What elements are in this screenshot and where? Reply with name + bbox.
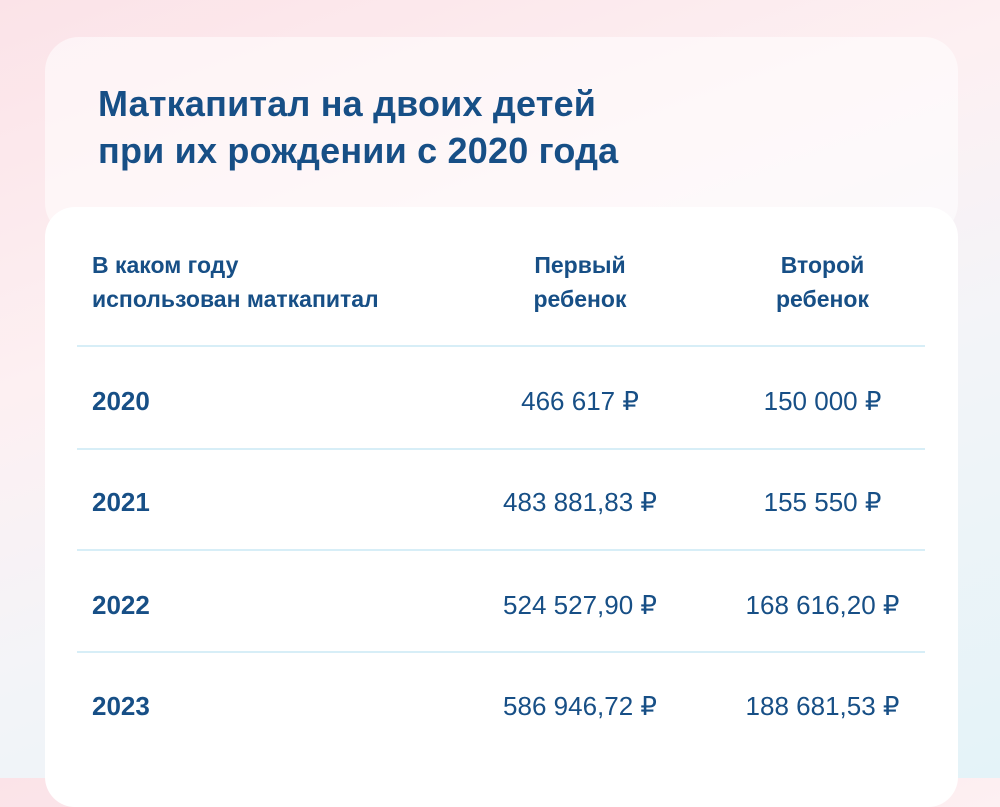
cell-first-child-amount: 483 881,83 ₽ bbox=[503, 487, 657, 517]
cell-first-child-amount: 466 617 ₽ bbox=[521, 386, 639, 416]
column-header-second-child: Второй ребенок bbox=[740, 248, 905, 316]
cell-second-child-amount: 150 000 ₽ bbox=[763, 386, 882, 416]
title-line-2: при их рождении с 2020 года bbox=[98, 130, 619, 171]
cell-year: 2022 bbox=[92, 590, 150, 620]
cell-second-child-amount: 188 681,53 ₽ bbox=[745, 691, 900, 721]
table-row: 2021 483 881,83 ₽ 155 550 ₽ bbox=[0, 482, 1000, 522]
table-row: 2023 586 946,72 ₽ 188 681,53 ₽ bbox=[0, 686, 1000, 726]
page-title: Маткапитал на двоих детей при их рождени… bbox=[98, 80, 618, 174]
column-header-first-line-1: Первый bbox=[534, 252, 626, 278]
cell-first-child-amount: 586 946,72 ₽ bbox=[503, 691, 657, 721]
cell-year: 2021 bbox=[92, 487, 150, 517]
table-row: 2022 524 527,90 ₽ 168 616,20 ₽ bbox=[0, 585, 1000, 625]
cell-year: 2020 bbox=[92, 386, 150, 416]
table-row: 2020 466 617 ₽ 150 000 ₽ bbox=[0, 381, 1000, 421]
column-header-year-line-1: В каком году bbox=[92, 252, 239, 278]
row-divider bbox=[77, 651, 925, 653]
column-header-first-line-2: ребенок bbox=[533, 286, 627, 312]
cell-first-child-amount: 524 527,90 ₽ bbox=[503, 590, 657, 620]
title-card bbox=[45, 37, 958, 237]
title-line-1: Маткапитал на двоих детей bbox=[98, 83, 597, 124]
cell-second-child-amount: 155 550 ₽ bbox=[763, 487, 882, 517]
row-divider bbox=[77, 549, 925, 551]
row-divider bbox=[77, 448, 925, 450]
column-header-second-line-1: Второй bbox=[780, 252, 865, 278]
table-card bbox=[45, 207, 958, 807]
column-header-year-line-2: использован маткапитал bbox=[92, 286, 379, 312]
cell-year: 2023 bbox=[92, 691, 150, 721]
column-header-first-child: Первый ребенок bbox=[500, 248, 660, 316]
column-header-second-line-2: ребенок bbox=[776, 286, 869, 312]
cell-second-child-amount: 168 616,20 ₽ bbox=[745, 590, 900, 620]
row-divider bbox=[77, 345, 925, 347]
column-header-year: В каком году использован маткапитал bbox=[92, 248, 379, 316]
